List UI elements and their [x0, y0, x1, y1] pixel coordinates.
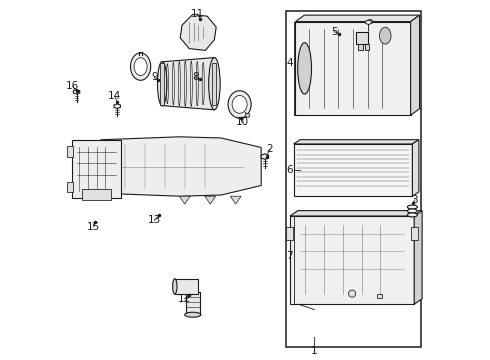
Polygon shape: [290, 216, 414, 304]
Bar: [212, 63, 217, 104]
Ellipse shape: [407, 209, 417, 213]
Polygon shape: [290, 211, 422, 216]
Polygon shape: [294, 140, 419, 144]
Text: 14: 14: [108, 91, 122, 102]
Polygon shape: [72, 140, 121, 198]
Polygon shape: [411, 15, 419, 115]
Polygon shape: [162, 58, 215, 110]
Ellipse shape: [298, 42, 312, 94]
Text: 1: 1: [311, 346, 318, 356]
Bar: [286, 11, 421, 347]
Bar: [160, 63, 164, 104]
Polygon shape: [175, 279, 198, 294]
Text: 13: 13: [147, 215, 161, 225]
Circle shape: [348, 290, 356, 297]
Text: 8: 8: [192, 72, 198, 82]
Polygon shape: [413, 140, 419, 196]
Text: 16: 16: [66, 81, 79, 91]
Ellipse shape: [232, 95, 247, 113]
Polygon shape: [186, 292, 200, 315]
Ellipse shape: [379, 27, 391, 44]
Polygon shape: [295, 22, 411, 115]
Polygon shape: [414, 211, 422, 304]
Text: 9: 9: [151, 72, 158, 82]
Ellipse shape: [130, 53, 151, 80]
Polygon shape: [294, 144, 413, 196]
Polygon shape: [180, 14, 216, 50]
Ellipse shape: [157, 62, 167, 106]
Ellipse shape: [172, 279, 177, 294]
Text: 5: 5: [331, 27, 338, 37]
Bar: [411, 226, 418, 240]
Bar: [358, 44, 363, 50]
Ellipse shape: [134, 58, 147, 76]
Bar: [67, 182, 73, 192]
Circle shape: [245, 113, 250, 117]
Text: 11: 11: [191, 9, 204, 19]
Polygon shape: [74, 89, 80, 94]
Polygon shape: [376, 294, 382, 298]
Ellipse shape: [407, 205, 417, 209]
Polygon shape: [230, 196, 241, 204]
Text: 3: 3: [412, 195, 418, 205]
Polygon shape: [367, 19, 373, 24]
Text: 12: 12: [178, 294, 191, 304]
Polygon shape: [114, 104, 121, 109]
Bar: [356, 32, 368, 44]
Polygon shape: [261, 154, 269, 159]
Bar: [365, 44, 369, 50]
Ellipse shape: [228, 91, 251, 118]
Polygon shape: [295, 15, 419, 22]
Bar: [82, 189, 111, 200]
Bar: [67, 146, 73, 157]
Ellipse shape: [407, 213, 417, 217]
Text: 6: 6: [286, 165, 293, 175]
Text: 7: 7: [286, 251, 293, 261]
Ellipse shape: [185, 312, 201, 317]
Ellipse shape: [209, 58, 220, 110]
Bar: [286, 226, 293, 240]
Polygon shape: [179, 196, 190, 204]
Text: 15: 15: [86, 222, 99, 232]
Text: 2: 2: [266, 144, 273, 154]
Polygon shape: [366, 20, 371, 24]
Text: 4: 4: [286, 58, 293, 68]
Polygon shape: [79, 137, 261, 196]
Polygon shape: [205, 196, 216, 204]
Text: 10: 10: [236, 117, 249, 127]
